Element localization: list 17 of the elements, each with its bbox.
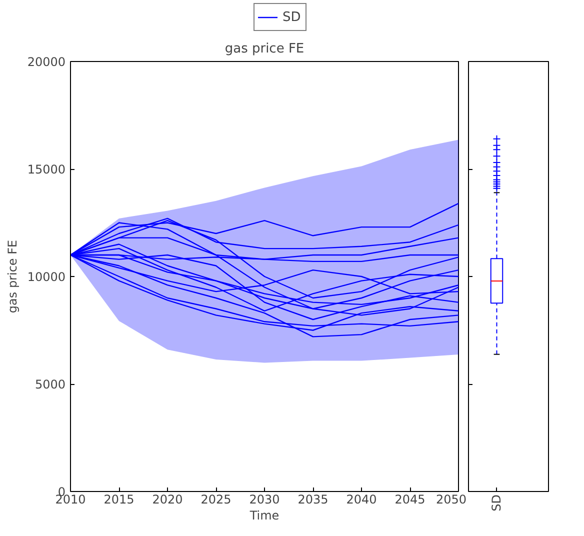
y-tick-label: 10000 <box>27 270 66 284</box>
x-tick-label: 2050 <box>436 492 467 506</box>
y-axis-title: gas price FE <box>5 240 20 314</box>
y-tick-label: 15000 <box>27 162 66 176</box>
legend-label: SD <box>282 10 302 24</box>
x-tick-label: 2045 <box>394 492 426 506</box>
x-tick-label: SD <box>490 494 504 512</box>
x-tick-label: 2015 <box>104 492 134 506</box>
y-tick-label: 5000 <box>34 378 66 392</box>
x-tick-label: 2025 <box>200 492 232 506</box>
x-tick-label: 2030 <box>249 492 280 506</box>
x-tick-label: 2040 <box>346 492 377 506</box>
chart-title: gas price FE <box>224 42 304 56</box>
y-tick-label: 20000 <box>27 55 66 69</box>
x-axis-title: Time <box>248 508 280 522</box>
x-tick-label: 2035 <box>298 492 328 506</box>
x-tick-label: 2020 <box>152 492 183 506</box>
